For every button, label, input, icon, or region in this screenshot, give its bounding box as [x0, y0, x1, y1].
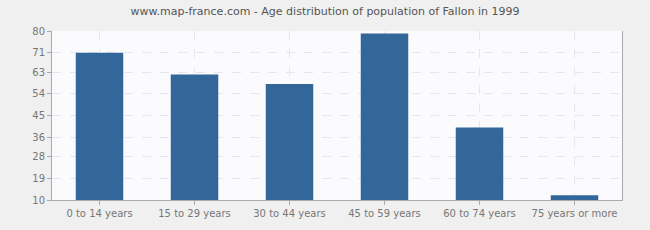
svg-text:www.map-france.com - Age distr: www.map-france.com - Age distribution of…: [131, 5, 520, 18]
svg-text:28: 28: [32, 151, 45, 162]
svg-text:10: 10: [32, 195, 45, 206]
svg-text:45: 45: [32, 110, 45, 121]
svg-text:71: 71: [32, 47, 45, 58]
svg-text:54: 54: [32, 88, 45, 99]
svg-text:75 years or more: 75 years or more: [532, 208, 618, 219]
svg-text:30 to 44 years: 30 to 44 years: [253, 208, 326, 219]
svg-text:15 to 29 years: 15 to 29 years: [158, 208, 231, 219]
svg-text:36: 36: [32, 132, 45, 143]
svg-text:19: 19: [32, 173, 45, 184]
svg-text:80: 80: [32, 26, 45, 37]
svg-text:45 to 59 years: 45 to 59 years: [348, 208, 421, 219]
svg-text:60 to 74 years: 60 to 74 years: [443, 208, 516, 219]
svg-text:63: 63: [32, 67, 45, 78]
svg-text:0 to 14 years: 0 to 14 years: [66, 208, 132, 219]
